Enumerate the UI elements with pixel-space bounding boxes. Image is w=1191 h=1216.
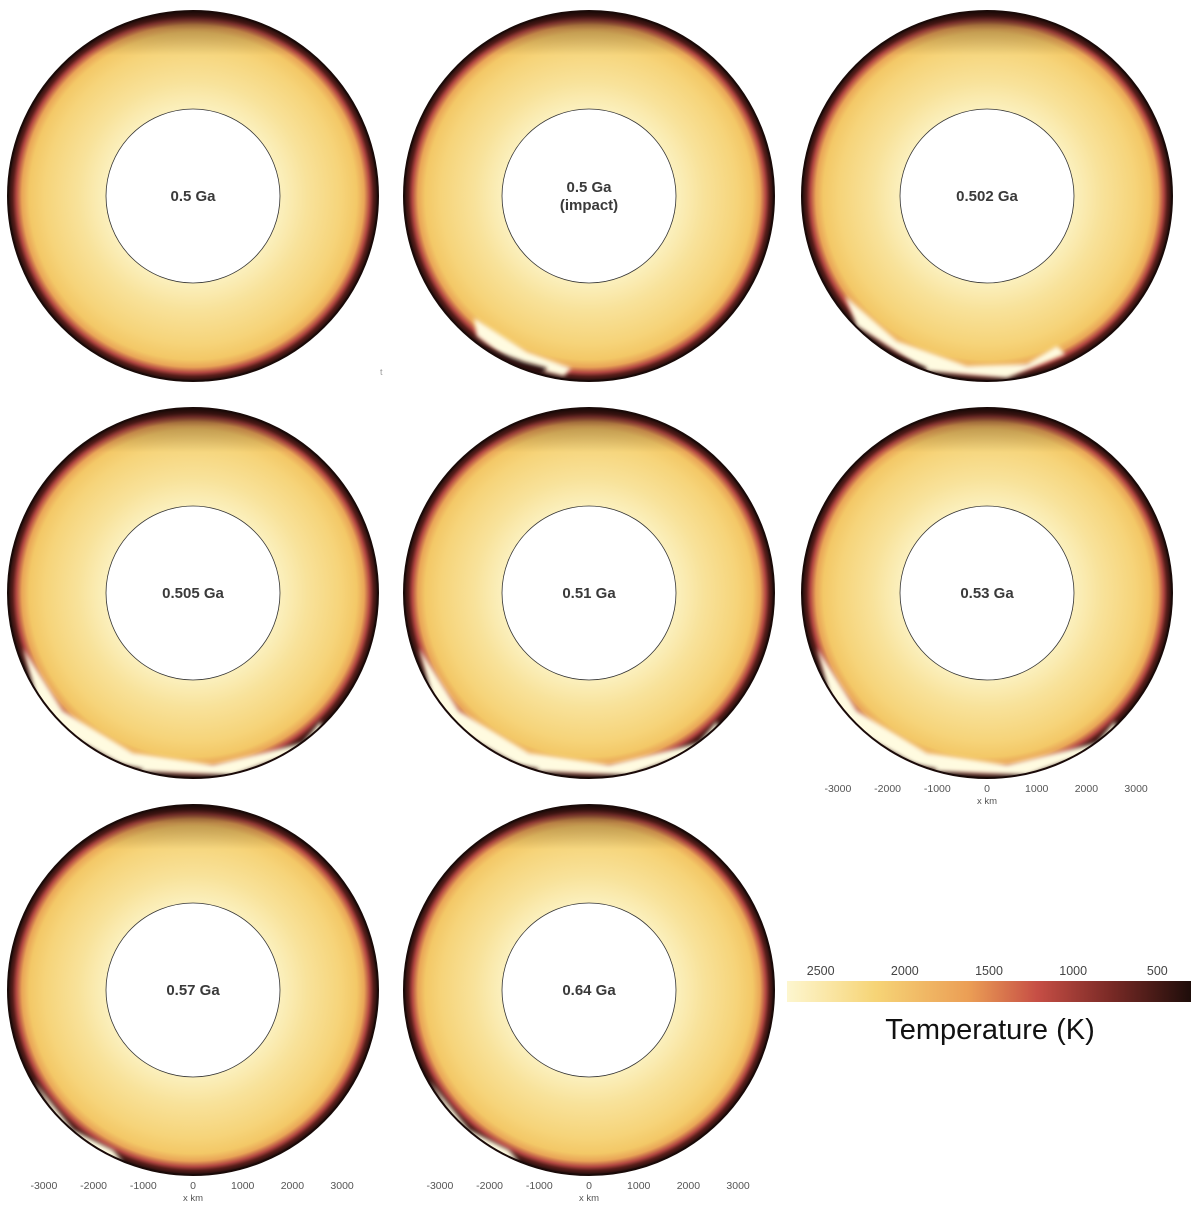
x-tick-label: -1000: [130, 1180, 157, 1192]
time-label: 0.5 Ga: [566, 179, 612, 196]
x-tick-label: 3000: [726, 1180, 750, 1192]
x-tick-label: 0: [984, 783, 990, 795]
x-tick-label: 1000: [627, 1180, 651, 1192]
core: [105, 902, 281, 1078]
colorbar-tick-label: 2500: [807, 964, 835, 978]
colorbar-tick-label: 500: [1147, 964, 1168, 978]
mantle-panel: 0.53 Ga: [801, 407, 1173, 779]
hot-plume: [419, 648, 719, 775]
x-tick-label: 3000: [1124, 783, 1148, 795]
x-tick-label: 3000: [330, 1180, 354, 1192]
colorbar-ticks: 2500 2000 1500 1000 500: [807, 964, 1168, 978]
core: [501, 108, 677, 284]
colorbar-strip: [787, 981, 1191, 1002]
time-label: 0.53 Ga: [960, 585, 1014, 602]
colorbar: 2500 2000 1500 1000 500 Temperature (K): [787, 964, 1191, 1046]
time-label: 0.51 Ga: [562, 585, 616, 602]
surface-outline: [801, 10, 1173, 382]
x-tick-label: 2000: [1075, 783, 1099, 795]
x-tick-label: -2000: [80, 1180, 107, 1192]
time-label: 0.5 Ga: [170, 188, 216, 205]
time-label: 0.505 Ga: [162, 585, 224, 602]
x-tick-label: -1000: [526, 1180, 553, 1192]
mantle-panel: 0.502 Ga: [801, 10, 1173, 382]
hot-plume: [474, 318, 571, 376]
time-label: 0.502 Ga: [956, 188, 1018, 205]
hot-plume: [23, 648, 323, 775]
x-axis: -3000 -2000 -1000 0 1000 2000 3000 x km: [30, 1180, 353, 1204]
x-tick-label: -2000: [874, 783, 901, 795]
surface-outline: [801, 407, 1173, 779]
surface-outline: [403, 10, 775, 382]
time-label: 0.64 Ga: [562, 982, 616, 999]
hot-plume: [817, 648, 1117, 775]
stray-mark: t: [380, 367, 383, 377]
core: [501, 505, 677, 681]
core: [105, 108, 281, 284]
x-axis: -3000 -2000 -1000 0 1000 2000 3000 x km: [426, 1180, 749, 1204]
time-label: 0.57 Ga: [166, 982, 220, 999]
core: [105, 505, 281, 681]
impact-plume: [474, 318, 571, 378]
x-tick-label: 1000: [1025, 783, 1049, 795]
x-tick-label: 2000: [281, 1180, 305, 1192]
surface-outline: [403, 804, 775, 1176]
mantle-panel: 0.51 Ga: [403, 407, 775, 779]
panels-layer: 0.5 Ga0.5 Ga(impact)0.502 Ga0.505 Ga 0.51…: [7, 10, 1173, 1176]
core: [899, 505, 1075, 681]
crust-scar: [481, 346, 547, 378]
x-tick-label: 1000: [231, 1180, 255, 1192]
x-tick-label: 0: [586, 1180, 592, 1192]
x-axis: -3000 -2000 -1000 0 1000 2000 3000 x km: [824, 783, 1147, 807]
x-tick-label: 2000: [677, 1180, 701, 1192]
surface-outline: [7, 10, 379, 382]
x-tick-label: -3000: [426, 1180, 453, 1192]
colorbar-tick-label: 1000: [1059, 964, 1087, 978]
mantle-panel: 0.505 Ga: [7, 407, 379, 779]
x-axis-label: x km: [579, 1193, 599, 1204]
x-tick-label: -2000: [476, 1180, 503, 1192]
surface-outline: [7, 804, 379, 1176]
mantle-panel: 0.5 Ga(impact): [403, 10, 775, 382]
core: [501, 902, 677, 1078]
x-tick-label: -3000: [30, 1180, 57, 1192]
time-label: (impact): [560, 197, 618, 214]
mantle-panel: 0.64 Ga: [403, 804, 775, 1176]
x-axis-label: x km: [977, 796, 997, 807]
x-tick-label: 0: [190, 1180, 196, 1192]
colorbar-title: Temperature (K): [885, 1014, 1095, 1046]
x-axis-label: x km: [183, 1193, 203, 1204]
colorbar-tick-label: 2000: [891, 964, 919, 978]
mantle-panel: 0.5 Ga: [7, 10, 379, 382]
colorbar-tick-label: 1500: [975, 964, 1003, 978]
x-tick-label: -1000: [924, 783, 951, 795]
hot-plume: [845, 296, 1065, 378]
axes-layer: -3000 -2000 -1000 0 1000 2000 3000 x km -3000 -20…: [30, 783, 1147, 1204]
mantle-panel: 0.57 Ga: [7, 804, 379, 1176]
surface-outline: [7, 407, 379, 779]
core: [899, 108, 1075, 284]
x-tick-label: -3000: [824, 783, 851, 795]
surface-outline: [403, 407, 775, 779]
